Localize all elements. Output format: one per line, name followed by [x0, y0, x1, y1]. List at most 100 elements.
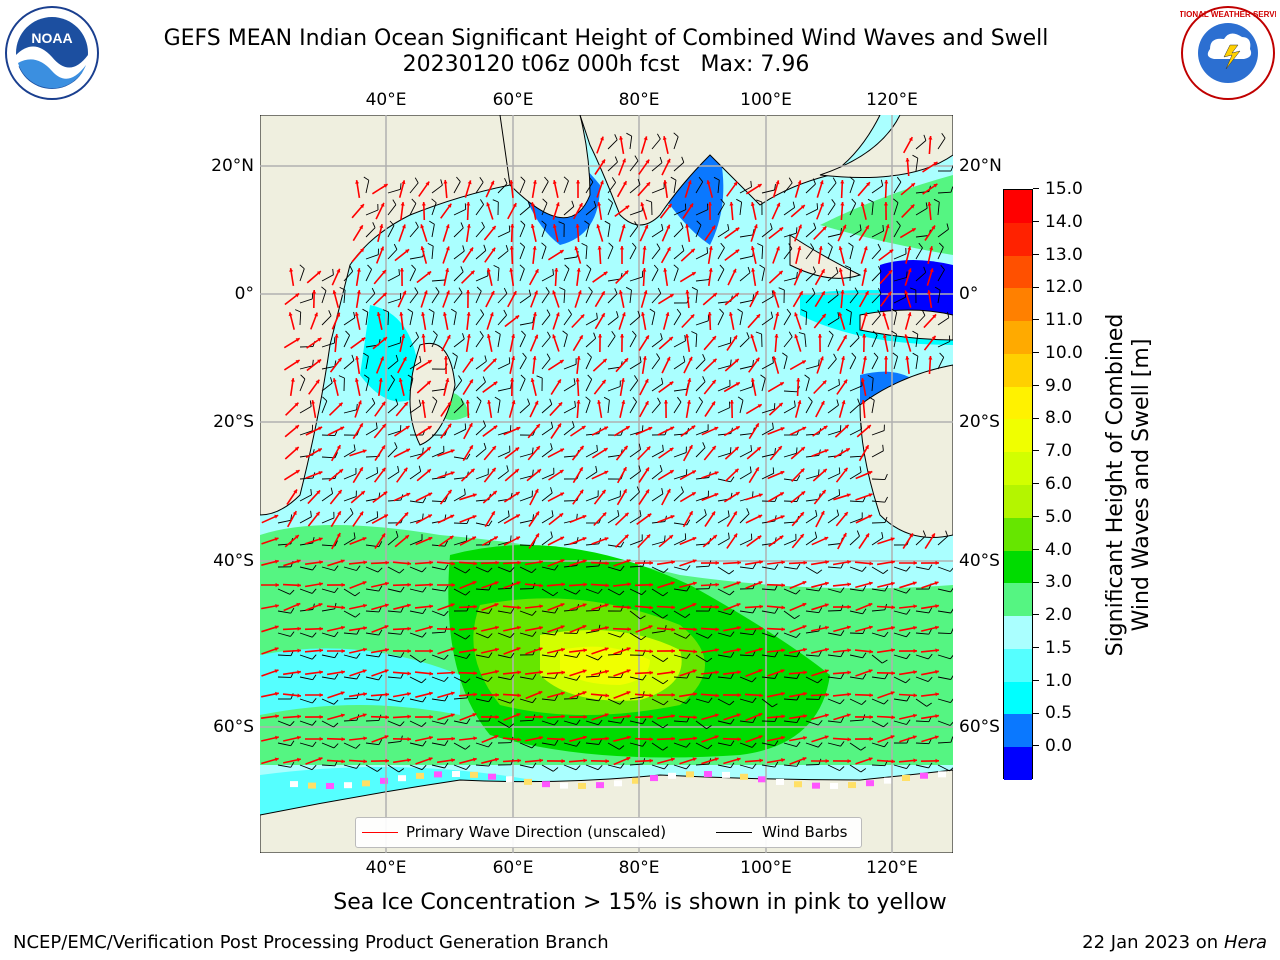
wind-barb-feather [848, 242, 854, 247]
wave-direction-arrowhead [935, 669, 939, 674]
wave-direction-arrowhead [560, 559, 565, 563]
wave-direction-arrowhead [775, 312, 780, 316]
wind-barb-feather [625, 286, 632, 291]
wind-barb-staff [475, 290, 482, 304]
wave-direction-arrowhead [842, 533, 847, 537]
wind-barb-staff [585, 181, 594, 194]
wind-barb-staff [365, 654, 379, 658]
wind-barb-staff [299, 632, 313, 638]
wave-direction-arrowhead [913, 693, 917, 698]
wave-direction-arrowhead [601, 313, 605, 318]
wind-barb-staff [541, 274, 554, 282]
wave-direction-arrowhead [296, 559, 301, 564]
wave-direction-arrowhead [404, 402, 408, 406]
wind-barb-feather [839, 766, 845, 771]
wind-barb-staff [453, 356, 458, 370]
noaa-logo-text: NOAA [31, 30, 72, 46]
wind-barb-staff [651, 383, 664, 392]
wind-barb-feather [597, 655, 603, 661]
wind-barb-feather [620, 565, 625, 571]
wind-barb-staff [365, 356, 369, 370]
wave-direction-arrowhead [363, 603, 367, 608]
wind-barb-staff [343, 676, 357, 680]
wind-barb-staff [849, 312, 852, 326]
wind-barb-staff [739, 632, 753, 636]
wave-direction-arrowhead [297, 670, 301, 675]
wind-barb-staff [783, 676, 797, 679]
wind-barb-staff [563, 764, 577, 771]
wind-barb-feather [458, 287, 463, 294]
wind-barb-feather [704, 509, 707, 516]
wave-direction-arrowhead [669, 294, 674, 298]
wave-direction-arrowhead [750, 378, 755, 382]
wave-direction-arrowhead [363, 736, 367, 741]
wave-direction-arrowhead [581, 426, 586, 430]
wind-barb-staff [651, 630, 665, 634]
wind-barb-staff [871, 230, 884, 238]
wind-barb-staff [277, 742, 291, 747]
wave-direction-arrowhead [935, 604, 939, 609]
wind-barb-staff [673, 209, 686, 216]
wave-direction-arrowhead [868, 669, 873, 674]
wind-barb-staff [431, 291, 440, 304]
wind-barb-feather [444, 540, 449, 547]
wind-barb-staff [453, 271, 464, 282]
wave-direction-arrowhead [428, 757, 433, 762]
wind-barb-feather [659, 156, 663, 163]
wave-direction-arrowhead [803, 714, 807, 719]
wave-direction-arrowhead [840, 290, 845, 294]
wind-barb-feather [686, 672, 691, 679]
colorbar-tick-mark [1033, 450, 1039, 452]
wind-barb-feather [554, 694, 559, 701]
wave-direction-arrowhead [715, 582, 719, 587]
wind-barb-feather [657, 397, 661, 404]
wave-direction-arrowhead [714, 471, 719, 476]
wind-barb-feather [536, 375, 543, 379]
wind-barb-staff [497, 183, 508, 194]
wind-barb-feather [891, 308, 897, 313]
wave-direction-arrowhead [466, 334, 471, 338]
wave-direction-arrowhead [451, 627, 455, 632]
wave-direction-arrowhead [582, 735, 587, 740]
wind-barb-feather [585, 396, 591, 402]
wave-direction-arrowhead [495, 692, 499, 697]
wind-barb-staff [607, 742, 620, 750]
wave-direction-arrowhead [319, 736, 323, 741]
wind-barb-staff [409, 588, 423, 593]
wind-barb-staff [519, 295, 531, 304]
wind-barb-feather [673, 264, 679, 270]
wind-barb-staff [453, 654, 467, 659]
wind-barb-staff [651, 698, 664, 706]
wave-direction-arrowhead [663, 400, 668, 404]
wind-barb-staff [299, 764, 313, 771]
wave-direction-arrowhead [691, 272, 696, 276]
wave-direction-arrowhead [802, 757, 807, 761]
wave-direction-arrowhead [692, 559, 697, 564]
sea-ice-cell [722, 771, 730, 778]
wave-direction-arrowhead [559, 513, 564, 518]
wind-barb-feather [428, 308, 435, 313]
wind-barb-staff [849, 610, 863, 615]
sea-ice-cell [578, 782, 586, 789]
wave-direction-arrowhead [574, 246, 579, 251]
wind-barb-feather [878, 266, 882, 272]
wind-barb-feather [730, 762, 735, 768]
wind-barb-staff [453, 250, 465, 260]
wind-barb-staff [299, 742, 313, 748]
wind-barb-feather [389, 220, 395, 226]
wave-direction-arrowhead [472, 493, 477, 498]
colorbar-tick-label: 5.0 [1045, 506, 1073, 527]
wave-direction-arrowhead [649, 649, 653, 654]
wind-barb-feather [708, 697, 713, 703]
wave-direction-arrowhead [737, 693, 741, 698]
wave-direction-arrowhead [711, 401, 715, 406]
wind-barb-staff [387, 536, 399, 546]
wave-direction-arrowhead [576, 356, 581, 360]
wind-barb-feather [598, 738, 603, 745]
wind-barb-staff [563, 565, 577, 568]
wind-barb-feather [312, 741, 317, 747]
wind-barb-staff [893, 632, 907, 638]
wave-direction-arrowhead [775, 180, 780, 185]
wave-direction-arrowhead [733, 533, 738, 538]
wave-direction-arrowhead [582, 669, 587, 674]
